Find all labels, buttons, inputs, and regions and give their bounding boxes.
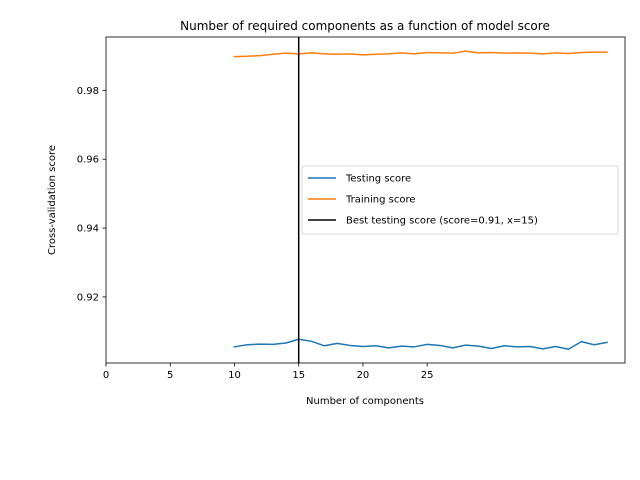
legend-box (301, 165, 619, 235)
x-tick-label: 15 (292, 370, 305, 381)
plot-area (233, 37, 608, 363)
x-axis-label: Number of components (306, 396, 424, 407)
x-tick-label: 25 (421, 370, 434, 381)
y-tick-label: 0.96 (77, 155, 99, 166)
legend-label-training: Training score (345, 195, 416, 206)
y-axis-label: Cross-validation score (47, 145, 58, 255)
y-tick-label: 0.94 (77, 224, 99, 235)
y-tick-label: 0.92 (77, 292, 99, 303)
axes-frame (105, 36, 626, 364)
series-line-training (233, 50, 608, 58)
x-tick-label: 0 (103, 370, 109, 381)
legend-label-best-score: Best testing score (score=0.91, x=15) (346, 216, 538, 227)
y-tick-label: 0.98 (77, 86, 99, 97)
chart-title: Number of required components as a funct… (180, 19, 550, 33)
x-tick-label: 10 (228, 370, 241, 381)
x-tick-label: 5 (167, 370, 173, 381)
x-tick-label: 20 (357, 370, 370, 381)
legend: Testing score Training score Best testing … (301, 165, 619, 235)
legend-label-testing: Testing score (345, 174, 411, 185)
axes: 0 5 10 15 20 25 0.92 0.94 0.96 0.98 (77, 36, 626, 381)
series-line-testing (233, 338, 608, 350)
